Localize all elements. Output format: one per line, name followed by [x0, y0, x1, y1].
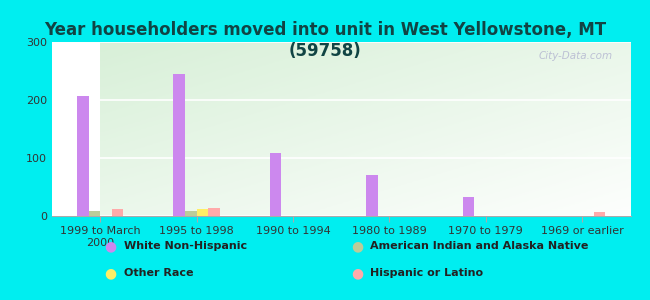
- Text: Hispanic or Latino: Hispanic or Latino: [370, 268, 484, 278]
- Text: ●: ●: [105, 239, 116, 253]
- Bar: [208, 208, 220, 216]
- Text: Other Race: Other Race: [124, 268, 193, 278]
- Text: ●: ●: [105, 266, 116, 280]
- Text: American Indian and Alaska Native: American Indian and Alaska Native: [370, 241, 589, 251]
- Bar: [174, 74, 185, 216]
- Bar: [185, 212, 196, 216]
- Text: Year householders moved into unit in West Yellowstone, MT
(59758): Year householders moved into unit in Wes…: [44, 21, 606, 60]
- Text: ●: ●: [352, 266, 363, 280]
- Bar: [367, 176, 378, 216]
- Bar: [463, 197, 474, 216]
- Bar: [112, 209, 124, 216]
- Text: ●: ●: [352, 239, 363, 253]
- Text: City-Data.com: City-Data.com: [539, 51, 613, 61]
- Bar: [270, 153, 281, 216]
- Bar: [196, 209, 208, 216]
- Text: White Non-Hispanic: White Non-Hispanic: [124, 241, 246, 251]
- Bar: [88, 212, 100, 216]
- Bar: [594, 212, 605, 216]
- Bar: [77, 96, 88, 216]
